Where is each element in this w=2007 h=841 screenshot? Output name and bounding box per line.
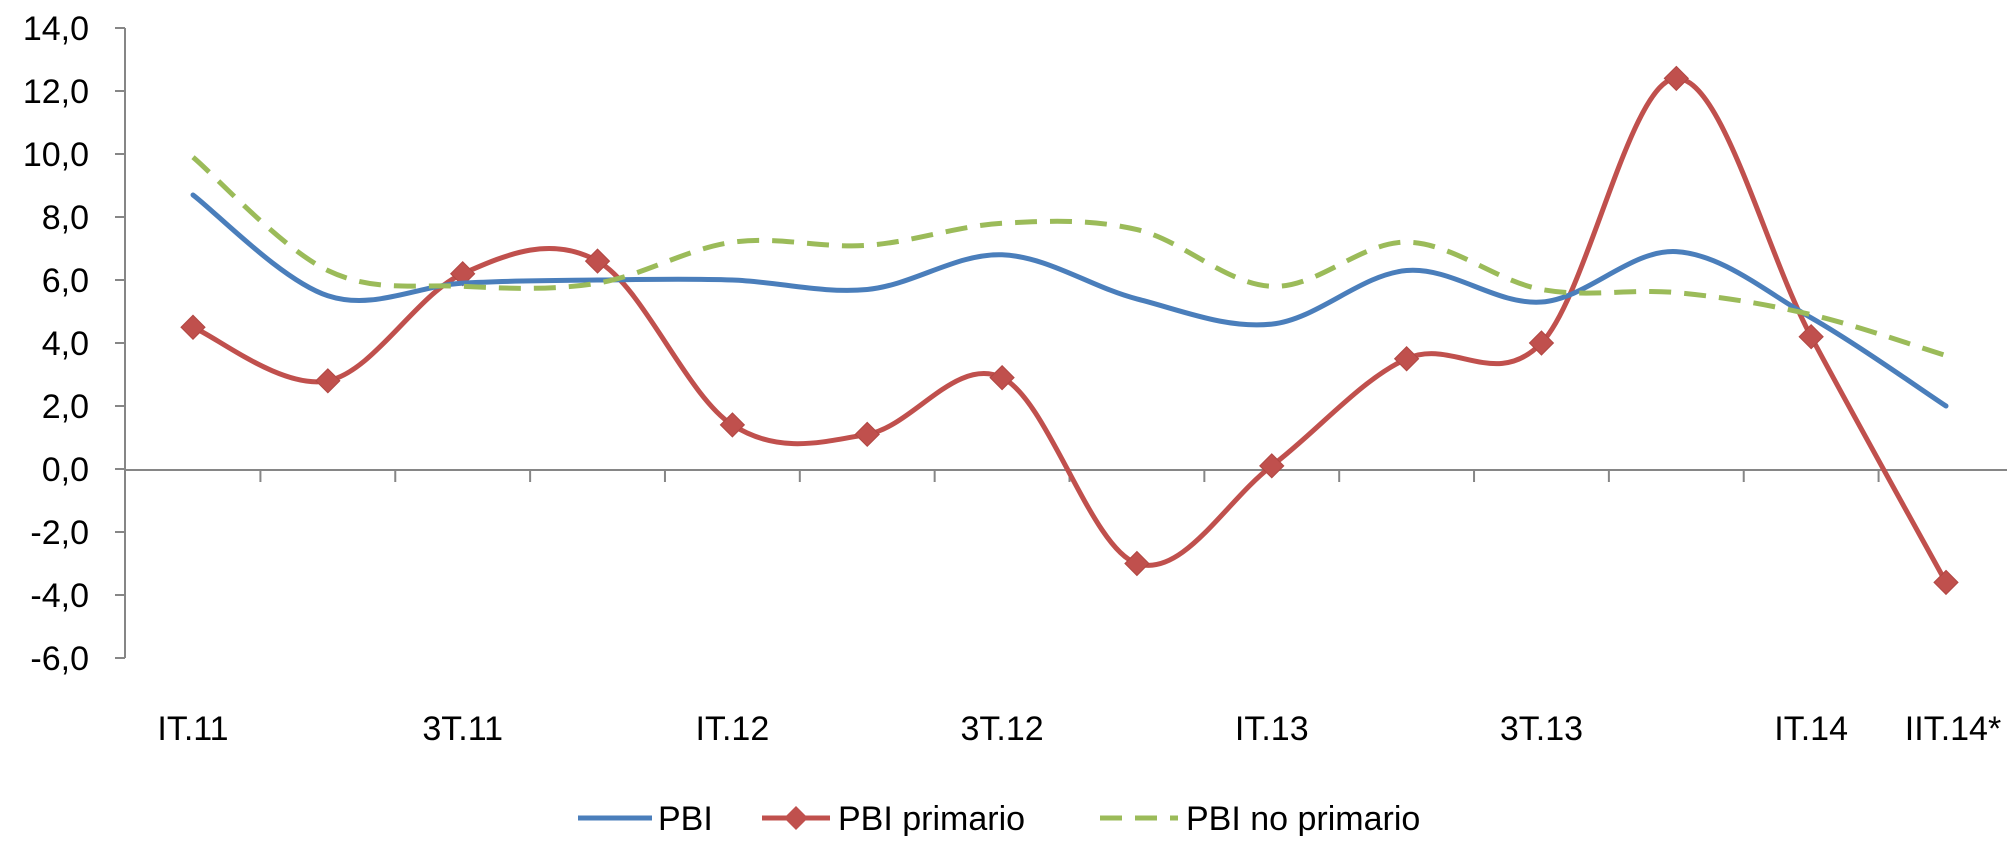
x-tick-label: IT.11 [157, 710, 228, 748]
y-tick-label: 4,0 [42, 325, 89, 363]
data-point-marker [449, 260, 476, 287]
series-line-pbi-no-primario [191, 155, 1947, 358]
y-axis: -6,0 -4,0 -2,0 0,0 2,0 4,0 6,0 8,0 10,0 12,0 14,0 [23, 10, 126, 678]
x-tick-label: IT.12 [696, 710, 770, 748]
data-point-marker [1528, 330, 1555, 356]
y-tick-label: -4,0 [30, 577, 89, 615]
legend-marker [784, 806, 808, 830]
legend-label-pbi: PBI [658, 800, 713, 836]
x-tick-label: 3T.11 [422, 710, 503, 748]
plot-area [180, 65, 1959, 596]
data-point-marker [1259, 453, 1285, 479]
data-point-marker [584, 248, 611, 274]
data-point-marker [1798, 323, 1824, 350]
series-line-pbi-primario [190, 75, 1949, 585]
y-tick-label: 0,0 [42, 451, 89, 489]
y-tick-label: 6,0 [42, 262, 89, 300]
y-tick-label: 12,0 [23, 73, 89, 111]
legend: PBI PBI primario PBI no primario [578, 800, 1420, 838]
data-point-marker [989, 364, 1015, 391]
x-axis: IT.11 3T.11 IT.12 3T.12 IT.13 3T.13 IT.14 IIT.1… [125, 469, 2007, 748]
data-point-marker [1663, 65, 1690, 92]
data-point-marker [1124, 550, 1150, 577]
y-tick-label: 8,0 [42, 199, 89, 237]
y-tick-label: 14,0 [23, 10, 89, 48]
y-tick-label: 2,0 [42, 388, 89, 426]
x-tick-label: IT.13 [1235, 710, 1309, 748]
data-point-marker [1933, 569, 1959, 596]
y-tick-label: 10,0 [23, 136, 89, 174]
legend-label-pbi-no-primario: PBI no primario [1186, 800, 1420, 836]
legend-label-pbi-primario: PBI primario [838, 800, 1025, 836]
y-tick-label: -2,0 [30, 514, 89, 552]
series-line-pbi [190, 192, 1949, 409]
data-point-marker [315, 368, 341, 394]
x-tick-label: 3T.12 [960, 710, 1043, 748]
x-tick-label: 3T.13 [1500, 710, 1583, 748]
y-tick-label: -6,0 [30, 640, 89, 678]
x-tick-label: IIT.14* [1905, 710, 2001, 748]
data-point-marker [719, 412, 746, 438]
x-tick-label: IT.14 [1774, 710, 1848, 748]
data-point-marker [180, 314, 206, 340]
data-point-marker [1393, 346, 1420, 372]
data-point-marker [854, 421, 880, 448]
